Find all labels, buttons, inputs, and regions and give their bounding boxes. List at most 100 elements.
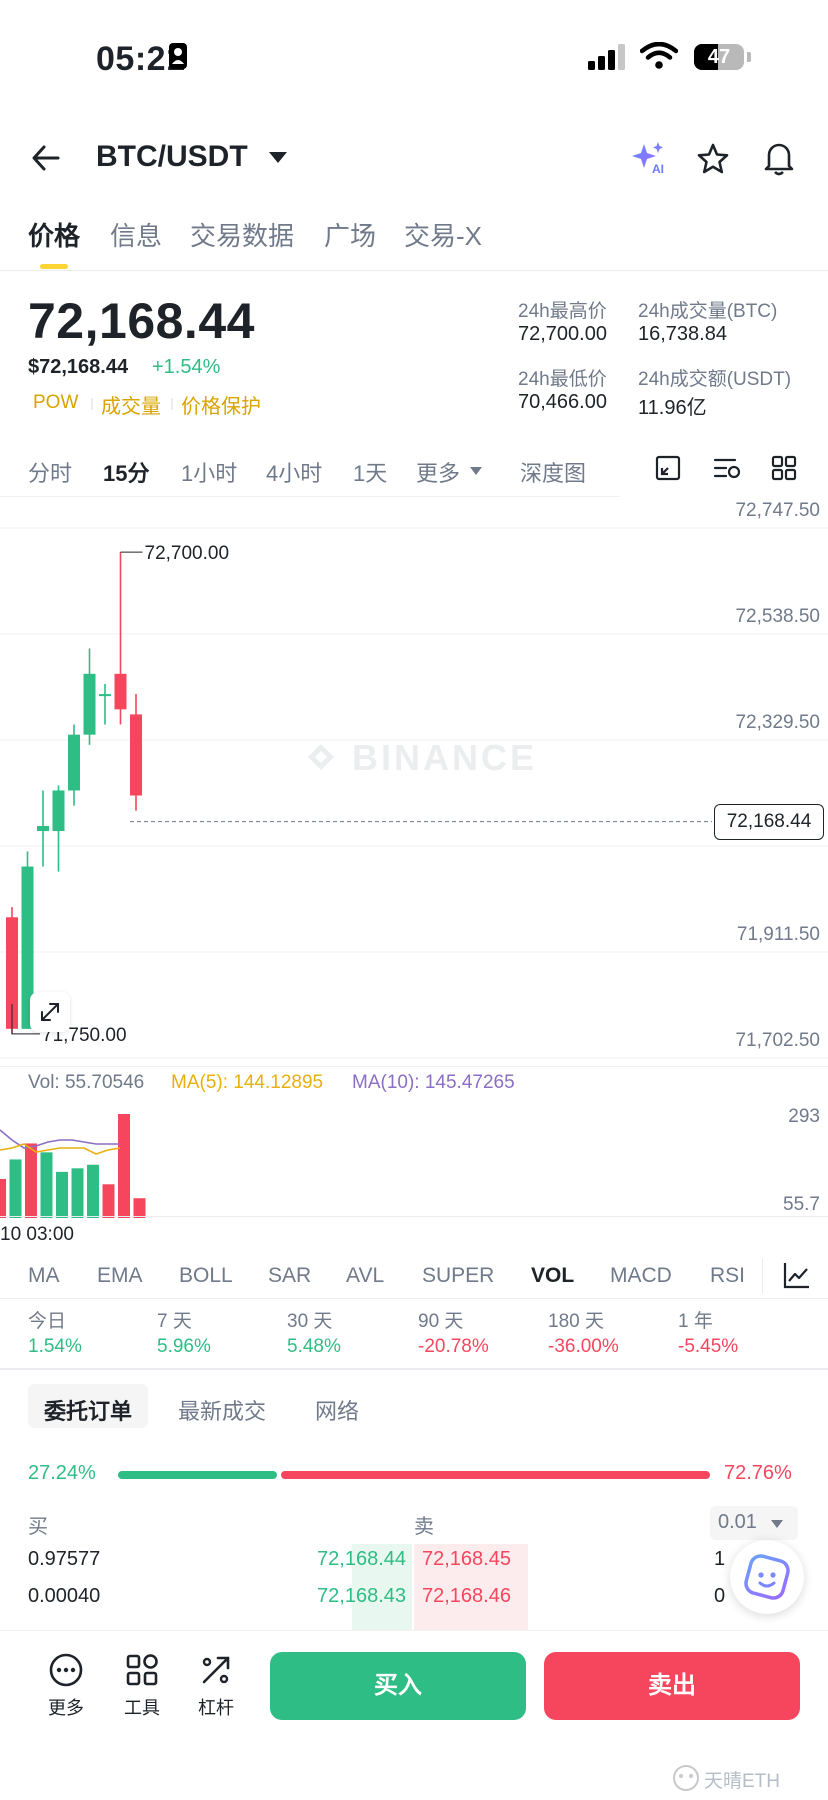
buy-percentage: 27.24% (28, 1462, 96, 1484)
tab-order-book-bg (28, 1384, 148, 1428)
volume-bars (0, 1114, 146, 1218)
indicator-avl[interactable]: AVL (346, 1264, 385, 1287)
volume-bar (87, 1164, 99, 1218)
indicator-macd[interactable]: MACD (610, 1264, 672, 1287)
interval-time[interactable]: 分时 (28, 461, 73, 486)
buy-sell-ratio-bar (118, 1471, 710, 1479)
bid-price[interactable]: 72,168.43 (317, 1585, 406, 1607)
indicator-vol[interactable]: VOL (531, 1264, 575, 1287)
y-axis-tick: 72,538.50 (735, 606, 820, 627)
leverage-icon[interactable] (198, 1652, 234, 1688)
volume-btc-label: 24h成交量(BTC) (638, 301, 778, 322)
pair-title[interactable]: BTC/USDT (96, 140, 248, 173)
tab-latest-trades[interactable]: 最新成交 (178, 1399, 267, 1424)
favorite-star-icon[interactable] (696, 142, 730, 176)
indicator-sar[interactable]: SAR (268, 1264, 312, 1287)
low-value: 70,466.00 (518, 391, 607, 413)
high-label: 24h最高价 (518, 301, 607, 322)
tag-pow[interactable]: POW (33, 392, 79, 413)
performance-change: 1.54% (28, 1336, 82, 1357)
ai-assistant-icon[interactable]: AI (630, 140, 670, 180)
low-label: 24h最低价 (518, 369, 607, 390)
precision-caret-icon (771, 1520, 783, 1528)
volume-bar (40, 1152, 53, 1218)
back-arrow-icon[interactable] (30, 142, 62, 174)
tab-network[interactable]: 网络 (315, 1399, 360, 1424)
leverage-label[interactable]: 杠杆 (198, 1698, 234, 1718)
y-axis-tick: 71,702.50 (735, 1030, 820, 1051)
volume-bar (133, 1198, 146, 1218)
pair-dropdown-caret-icon[interactable] (268, 150, 288, 164)
indicator-settings-chart-icon[interactable] (782, 1260, 812, 1290)
candle-body (114, 673, 127, 710)
interval-15m[interactable]: 15分 (103, 461, 150, 486)
indicator-ema[interactable]: EMA (97, 1264, 143, 1287)
contact-card-icon (169, 43, 187, 69)
more-label[interactable]: 更多 (48, 1698, 84, 1718)
ask-price[interactable]: 72,168.45 (422, 1548, 511, 1570)
interval-divider (0, 496, 620, 497)
candle-body (21, 866, 34, 1029)
x-axis-label: 10 03:00 (0, 1224, 74, 1245)
tab-trading-data[interactable]: 交易数据 (190, 221, 295, 251)
battery-level: 47 (707, 46, 731, 68)
price-chart[interactable]: BINANCE 72,700.00 71,750.00 (0, 510, 828, 1070)
buy-button[interactable]: 买入 (270, 1652, 526, 1720)
indicator-ma[interactable]: MA (28, 1264, 60, 1287)
floating-assistant-button[interactable] (730, 1540, 804, 1614)
tag-volume[interactable]: 成交量 (101, 396, 161, 418)
volume-bar (25, 1143, 37, 1218)
tab-trade-x[interactable]: 交易-X (404, 221, 483, 251)
more-caret-icon[interactable] (469, 466, 483, 476)
tab-order-book[interactable]: 委托订单 (44, 1399, 133, 1424)
ai-badge: AI (652, 162, 664, 176)
precision-value: 0.01 (718, 1511, 757, 1533)
interval-1h[interactable]: 1小时 (181, 461, 238, 486)
wifi-icon (640, 42, 678, 69)
bid-price[interactable]: 72,168.44 (317, 1548, 406, 1570)
interval-depth[interactable]: 深度图 (520, 461, 587, 486)
performance-change: -36.00% (548, 1336, 619, 1357)
volume-chart[interactable] (0, 1100, 828, 1220)
ask-qty: 1 (714, 1548, 726, 1570)
tools-icon[interactable] (124, 1652, 160, 1688)
battery-icon: 47 (694, 44, 744, 70)
performance-period: 7 天 (157, 1311, 192, 1332)
interval-1d[interactable]: 1天 (353, 461, 388, 486)
candles (6, 552, 142, 1034)
chart-settings-icon[interactable] (712, 454, 742, 482)
tabs-divider (0, 270, 828, 271)
fullscreen-button[interactable] (30, 992, 70, 1032)
volume-header: Vol: 55.70546 (28, 1072, 145, 1093)
tag-price-protection[interactable]: 价格保护 (181, 396, 261, 418)
ask-qty: 0 (714, 1585, 726, 1607)
indicator-rsi[interactable]: RSI (710, 1264, 746, 1287)
chart-expand-icon[interactable] (654, 454, 682, 482)
precision-select[interactable]: 0.01 (710, 1506, 798, 1540)
candle-body (37, 825, 49, 832)
volume-divider (0, 1066, 828, 1067)
tab-info[interactable]: 信息 (110, 221, 163, 251)
indicator-boll[interactable]: BOLL (179, 1264, 233, 1287)
ask-price[interactable]: 72,168.46 (422, 1585, 511, 1607)
low-marker-line (11, 1003, 40, 1035)
volume-ma5: MA(5): 144.12895 (171, 1072, 324, 1093)
tab-price[interactable]: 价格 (28, 221, 81, 251)
cellular-signal-icon (588, 44, 625, 70)
interval-4h[interactable]: 4小时 (266, 461, 323, 486)
tab-square[interactable]: 广场 (324, 221, 377, 251)
high-value: 72,700.00 (518, 323, 607, 345)
sell-button[interactable]: 卖出 (544, 1652, 800, 1720)
notification-bell-icon[interactable] (762, 140, 796, 176)
candle-body (68, 734, 80, 791)
indicator-super[interactable]: SUPER (422, 1264, 495, 1287)
more-dots-icon[interactable] (48, 1652, 84, 1688)
bid-qty: 0.00040 (28, 1585, 101, 1607)
volume-tick-max: 293 (788, 1106, 820, 1127)
tag-divider (91, 398, 93, 410)
ma5-line (0, 1143, 121, 1155)
chart-grid-layout-icon[interactable] (770, 454, 798, 482)
tools-label[interactable]: 工具 (124, 1698, 160, 1718)
interval-more[interactable]: 更多 (416, 461, 461, 486)
watermark-text: BINANCE (352, 737, 537, 778)
